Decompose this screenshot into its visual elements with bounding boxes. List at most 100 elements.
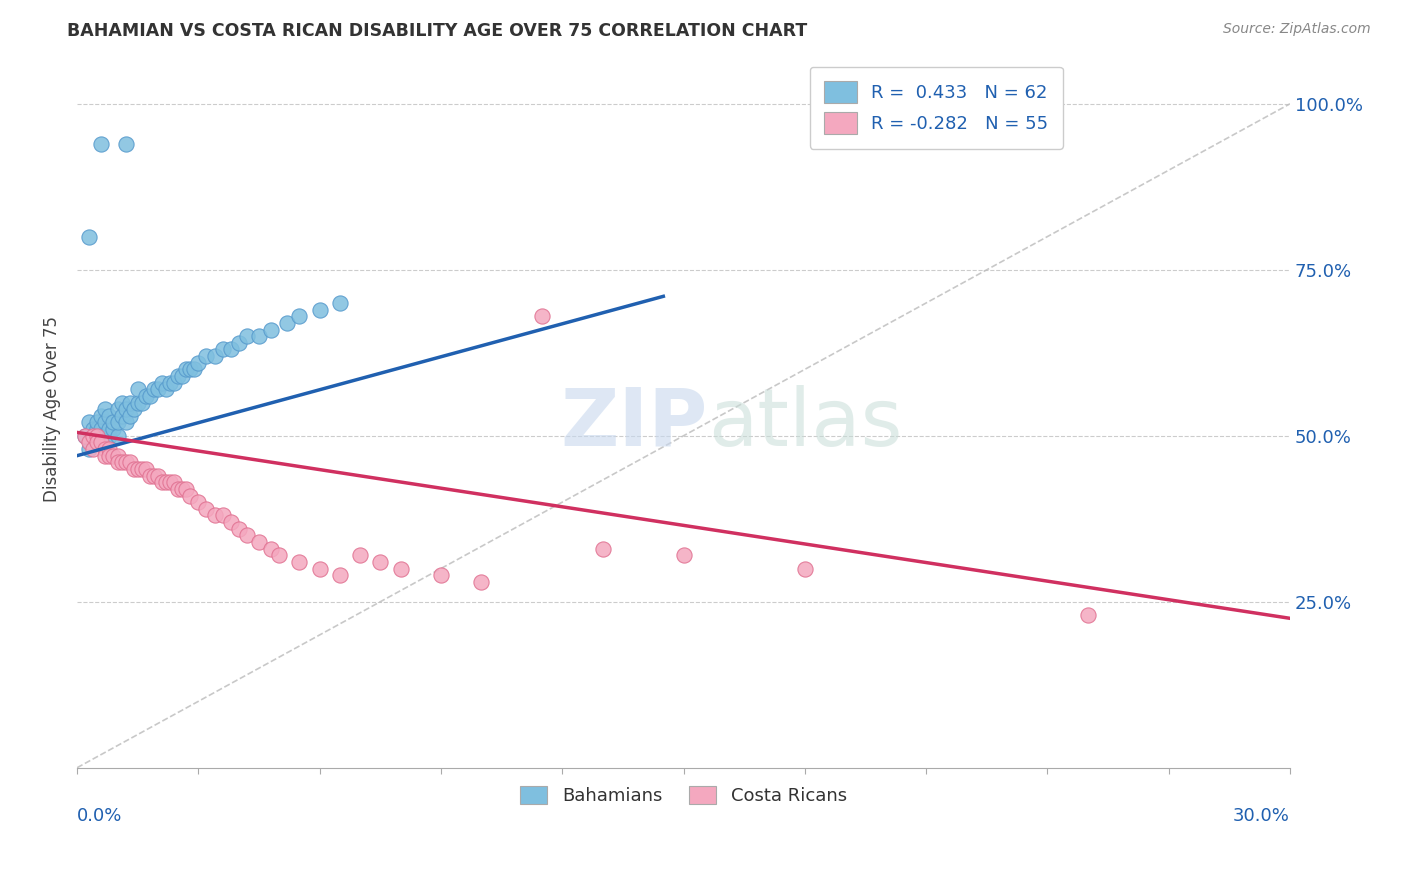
Point [77,442,100,456]
Point [98,409,121,423]
Point [288,555,311,569]
Point [86,416,108,430]
Point [110,395,132,409]
Point [276,316,298,330]
Point [131,462,153,476]
Text: ZIP: ZIP [561,384,707,463]
Text: BAHAMIAN VS COSTA RICAN DISABILITY AGE OVER 75 CORRELATION CHART: BAHAMIAN VS COSTA RICAN DISABILITY AGE O… [67,22,807,40]
Point [183,362,205,376]
Point [90,429,112,443]
Text: 0.0%: 0.0% [77,807,122,825]
Point [114,402,136,417]
Text: 30.0%: 30.0% [1233,807,1291,825]
Point [127,462,149,476]
Point [187,356,209,370]
Point [82,429,104,443]
Point [219,343,242,357]
Point [86,429,108,443]
Point [139,389,162,403]
Point [139,468,162,483]
Point [114,455,136,469]
Point [77,416,100,430]
Point [236,329,259,343]
Point [146,468,169,483]
Point [107,416,129,430]
Point [94,402,117,417]
Point [179,488,201,502]
Point [86,422,108,436]
Point [531,310,554,324]
Point [103,449,125,463]
Point [1077,607,1099,622]
Point [236,528,259,542]
Point [174,482,197,496]
Point [122,402,145,417]
Point [260,541,283,556]
Point [98,429,121,443]
Point [430,568,453,582]
Point [146,382,169,396]
Point [159,376,181,390]
Point [107,429,129,443]
Point [118,395,141,409]
Point [155,382,177,396]
Point [370,555,392,569]
Point [103,416,125,430]
Point [103,422,125,436]
Point [86,435,108,450]
Text: Source: ZipAtlas.com: Source: ZipAtlas.com [1223,22,1371,37]
Point [349,548,371,562]
Point [86,435,108,450]
Point [75,429,97,443]
Point [142,382,165,396]
Point [86,429,108,443]
Point [672,548,695,562]
Point [247,535,270,549]
Point [219,515,242,529]
Point [114,416,136,430]
Point [793,561,815,575]
Point [77,435,100,450]
Point [329,296,352,310]
Point [135,389,157,403]
Point [260,322,283,336]
Point [174,362,197,376]
Point [167,482,190,496]
Point [118,455,141,469]
Point [107,449,129,463]
Point [187,495,209,509]
Legend: Bahamians, Costa Ricans: Bahamians, Costa Ricans [513,779,853,813]
Point [77,229,100,244]
Point [211,508,233,523]
Point [94,416,117,430]
Point [131,395,153,409]
Point [82,422,104,436]
Point [179,362,201,376]
Point [211,343,233,357]
Point [82,442,104,456]
Y-axis label: Disability Age Over 75: Disability Age Over 75 [44,316,60,502]
Point [228,335,250,350]
Point [107,402,129,417]
Point [98,442,121,456]
Point [107,455,129,469]
Point [247,329,270,343]
Point [142,468,165,483]
Point [163,376,186,390]
Point [94,442,117,456]
Point [118,409,141,423]
Point [114,136,136,151]
Point [288,310,311,324]
Point [110,409,132,423]
Point [90,435,112,450]
Point [155,475,177,490]
Point [172,369,194,384]
Point [592,541,614,556]
Point [228,522,250,536]
Point [308,561,330,575]
Point [127,382,149,396]
Point [204,349,226,363]
Point [122,462,145,476]
Point [470,574,492,589]
Point [389,561,412,575]
